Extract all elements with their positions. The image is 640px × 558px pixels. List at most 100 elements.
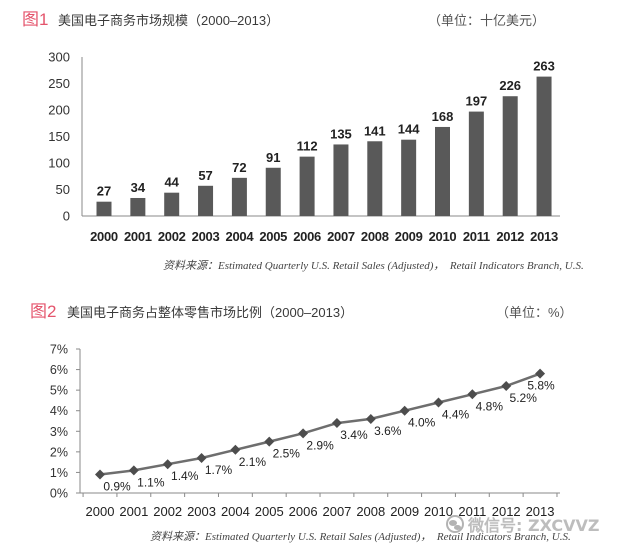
- bar-2009: [401, 139, 417, 216]
- figure-2-source: 资料来源：Estimated Quarterly U.S. Retail Sal…: [150, 531, 571, 543]
- y-tick-label: 6%: [50, 363, 68, 377]
- x-tick-label: 2003: [192, 229, 220, 244]
- data-label-2006: 2.9%: [306, 438, 334, 452]
- y-tick-label: 200: [48, 103, 70, 118]
- value-label-2009: 144: [398, 122, 420, 137]
- point-2007: [331, 418, 342, 429]
- y-tick-label: 100: [48, 156, 70, 171]
- bar-2013: [536, 76, 552, 216]
- data-label-2003: 1.7%: [205, 463, 233, 477]
- x-tick-label: 2010: [429, 229, 457, 244]
- bar-2006: [299, 156, 315, 216]
- y-tick-label: 0%: [50, 487, 68, 501]
- x-tick-label: 2000: [90, 229, 118, 244]
- x-tick-label: 2002: [153, 504, 182, 519]
- point-2003: [196, 453, 207, 464]
- value-label-2010: 168: [432, 109, 454, 124]
- bar-2005: [265, 167, 281, 216]
- data-label-2005: 2.5%: [273, 447, 301, 461]
- figure-1-label: 图1: [22, 10, 49, 29]
- value-label-2011: 197: [465, 94, 487, 109]
- x-tick-label: 2001: [124, 229, 152, 244]
- point-2001: [128, 465, 139, 476]
- point-2005: [264, 436, 275, 447]
- y-tick-label: 250: [48, 76, 70, 91]
- value-label-2002: 44: [164, 175, 179, 190]
- value-label-2013: 263: [533, 59, 555, 74]
- y-tick-label: 50: [56, 182, 70, 197]
- bar-2010: [435, 126, 450, 216]
- x-tick-label: 2005: [259, 229, 287, 244]
- x-tick-label: 2012: [492, 504, 521, 519]
- bar-2008: [367, 141, 383, 216]
- value-label-2001: 34: [131, 180, 146, 195]
- value-label-2006: 112: [297, 139, 318, 154]
- x-tick-label: 2008: [356, 504, 385, 519]
- y-tick-label: 1%: [50, 466, 68, 480]
- data-label-2001: 1.1%: [137, 475, 165, 489]
- value-label-2003: 57: [198, 168, 212, 183]
- watermark: 微信号: ZXCVVZ: [446, 512, 599, 536]
- bar-2004: [231, 177, 247, 216]
- series-line: [99, 372, 541, 476]
- point-2000: [95, 469, 105, 480]
- point-2002: [162, 459, 173, 470]
- x-tick-label: 2009: [395, 229, 423, 244]
- x-tick-label: 2011: [458, 504, 486, 519]
- bar-2001: [130, 197, 146, 216]
- point-2009: [399, 405, 410, 416]
- value-label-2012: 226: [499, 78, 521, 93]
- data-label-2013: 5.8%: [527, 379, 555, 393]
- figure-2-unit: （单位：%）: [496, 305, 573, 320]
- point-2011: [467, 389, 478, 400]
- value-label-2005: 91: [266, 150, 280, 165]
- y-tick-label: 4%: [50, 404, 68, 418]
- bar-2007: [333, 144, 349, 216]
- y-tick-label: 300: [48, 50, 70, 65]
- data-label-2010: 4.4%: [442, 407, 470, 421]
- wechat-icon: [446, 515, 464, 533]
- x-tick-label: 2012: [496, 229, 524, 244]
- x-tick-label: 2006: [293, 229, 321, 244]
- x-tick-label: 2004: [226, 229, 255, 244]
- bar-2011: [468, 111, 484, 216]
- data-label-2012: 5.2%: [510, 391, 538, 405]
- figure-2-label: 图2: [30, 302, 57, 321]
- figure-1-unit: （单位：十亿美元）: [428, 13, 546, 28]
- value-label-2008: 141: [364, 123, 386, 138]
- data-label-2004: 2.1%: [239, 455, 267, 469]
- point-2013: [535, 368, 546, 379]
- x-tick-label: 2006: [289, 504, 318, 519]
- x-tick-label: 2005: [255, 504, 284, 519]
- data-label-2009: 4.0%: [408, 416, 436, 430]
- x-tick-label: 2007: [322, 504, 351, 519]
- watermark-text: 微信号: ZXCVVZ: [468, 516, 600, 535]
- x-tick-label: 2000: [86, 504, 115, 519]
- data-label-2000: 0.9%: [103, 479, 131, 493]
- point-2004: [230, 444, 241, 455]
- point-2012: [501, 381, 512, 392]
- x-tick-label: 2013: [526, 504, 555, 519]
- y-tick-label: 3%: [50, 425, 68, 439]
- value-label-2000: 27: [97, 184, 111, 199]
- x-tick-label: 2009: [390, 504, 419, 519]
- bar-2012: [502, 96, 518, 216]
- x-tick-label: 2011: [463, 229, 490, 244]
- value-label-2004: 72: [232, 160, 246, 175]
- point-2010: [433, 397, 444, 408]
- data-label-2011: 4.8%: [476, 399, 504, 413]
- x-tick-label: 2013: [530, 229, 558, 244]
- data-label-2007: 3.4%: [340, 428, 368, 442]
- figure-1-source: 资料来源：Estimated Quarterly U.S. Retail Sal…: [163, 260, 584, 272]
- x-tick-label: 2003: [187, 504, 216, 519]
- y-tick-label: 5%: [50, 384, 68, 398]
- y-tick-label: 150: [48, 129, 70, 144]
- bar-2002: [164, 192, 180, 216]
- y-tick-label: 0: [63, 209, 70, 224]
- point-2008: [365, 413, 376, 424]
- bar-2003: [198, 185, 214, 216]
- bar-2000: [96, 201, 112, 216]
- y-tick-label: 2%: [50, 445, 68, 459]
- data-label-2002: 1.4%: [171, 469, 199, 483]
